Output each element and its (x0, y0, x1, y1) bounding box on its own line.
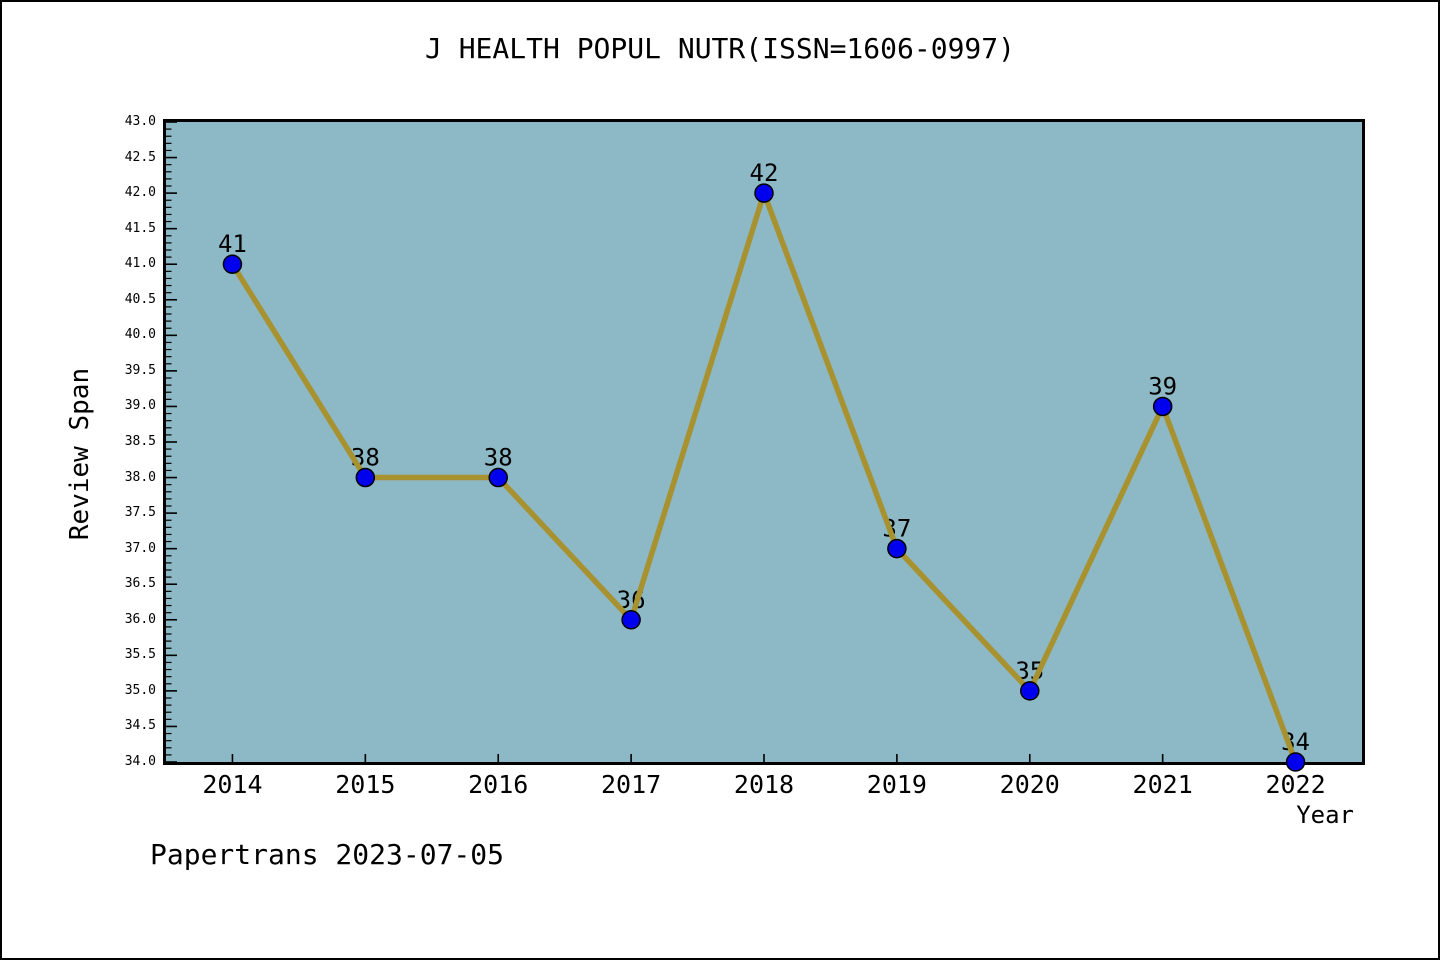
y-tick-label: 39.0 (124, 398, 156, 414)
data-point-marker (488, 467, 508, 488)
data-point-marker (355, 467, 376, 488)
y-tick-label: 36.5 (124, 576, 156, 592)
y-tick-label: 39.5 (124, 362, 156, 378)
data-point-marker (754, 183, 774, 203)
x-axis-title: Year (1296, 801, 1354, 829)
y-tick-label: 35.0 (124, 682, 156, 698)
y-tick-label: 38.5 (124, 434, 156, 449)
y-tick-label: 36.0 (124, 611, 156, 627)
x-tick-label: 2021 (1132, 770, 1193, 799)
data-point-marker (1020, 681, 1040, 701)
y-tick-label: 35.5 (124, 647, 156, 663)
y-tick-label: 34.0 (124, 754, 156, 769)
x-tick-label: 2014 (202, 770, 263, 799)
data-point-marker (887, 538, 907, 559)
x-tick-label: 2016 (468, 770, 529, 799)
y-tick-label: 41.0 (124, 256, 156, 272)
data-point-label: 42 (750, 159, 779, 187)
y-tick-label: 37.0 (124, 540, 156, 556)
data-point-marker (621, 610, 641, 630)
y-tick-label: 43.0 (124, 114, 156, 129)
y-tick-label: 38.0 (124, 469, 156, 485)
x-tick-label: 2018 (733, 770, 795, 799)
plot-area: 41 38 38 36 42 37 35 39 34 (163, 119, 1365, 772)
y-tick-label: 37.5 (124, 505, 156, 521)
y-tick-label: 41.5 (124, 220, 156, 236)
chart-title: J HEALTH POPUL NUTR(ISSN=1606-0997) (424, 32, 1015, 65)
data-point-marker (1152, 396, 1173, 417)
data-point-label: 41 (218, 230, 247, 258)
x-tick-label: 2022 (1265, 770, 1326, 799)
watermark-text: Papertrans 2023-07-05 (150, 838, 505, 871)
y-tick-label: 42.0 (124, 185, 156, 201)
y-tick-label: 40.0 (124, 327, 156, 343)
data-point-marker (222, 254, 243, 274)
x-tick-label: 2017 (601, 770, 662, 799)
y-tick-label: 34.5 (124, 718, 156, 734)
x-tick-label: 2015 (335, 770, 396, 799)
data-point-label: 39 (1148, 372, 1177, 400)
data-line (230, 184, 1299, 763)
y-tick-label: 42.5 (124, 149, 156, 165)
data-point-marker (1285, 752, 1306, 772)
y-tick-label: 40.5 (124, 291, 156, 307)
x-tick-label: 2019 (866, 770, 927, 799)
x-tick-label: 2020 (999, 770, 1060, 799)
data-point-label: 38 (484, 444, 513, 472)
